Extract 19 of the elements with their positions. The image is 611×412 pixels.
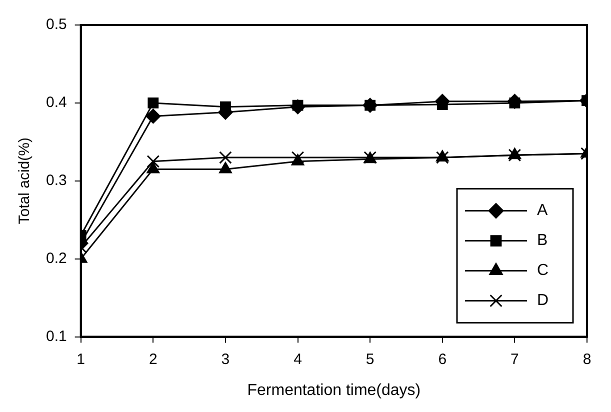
legend-label: A (537, 202, 548, 220)
y-tick-label: 0.5 (46, 16, 67, 34)
x-tick-label: 7 (510, 350, 519, 368)
x-axis-title: Fermentation time(days) (247, 382, 421, 399)
y-tick-label: 0.4 (46, 94, 67, 112)
x-tick-label: 6 (438, 350, 447, 368)
x-tick-label: 8 (582, 350, 592, 368)
y-tick-label: 0.3 (46, 172, 67, 190)
y-tick-label: 0.1 (46, 328, 67, 345)
legend-label: C (537, 262, 549, 280)
x-tick-label: 1 (76, 350, 86, 368)
legend-label: D (537, 292, 549, 310)
x-tick-label: 3 (221, 350, 230, 368)
y-tick-label: 0.2 (46, 250, 67, 267)
x-tick-label: 2 (148, 350, 158, 368)
x-tick-label: 5 (366, 350, 374, 368)
y-axis-title: Total acid(%) (16, 138, 34, 224)
x-tick-label: 4 (294, 350, 302, 368)
legend-label: B (537, 232, 548, 250)
